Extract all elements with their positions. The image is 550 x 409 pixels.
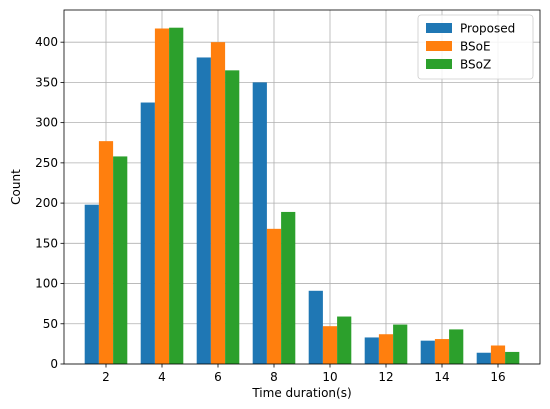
- bar-bsoz-16: [505, 351, 520, 364]
- bar-proposed-2: [84, 204, 99, 364]
- bars: [84, 27, 520, 365]
- plot-frame: [63, 9, 541, 365]
- bar-bsoe-8: [266, 228, 282, 364]
- y-tick-label: 300: [35, 116, 58, 130]
- bar-proposed-12: [364, 337, 379, 364]
- y-tick-label: 150: [35, 236, 58, 250]
- bar-bsoe-16: [490, 345, 506, 364]
- bar-proposed-4: [140, 102, 155, 364]
- legend-swatch-proposed: [426, 23, 452, 33]
- bar-proposed-14: [420, 340, 435, 364]
- bar-proposed-16: [476, 352, 491, 364]
- x-tick-label: 4: [158, 370, 166, 384]
- bar-bsoz-10: [337, 316, 352, 364]
- bar-bsoe-4: [154, 28, 170, 364]
- bar-bsoz-2: [113, 156, 128, 364]
- y-tick-label: 0: [50, 357, 58, 371]
- bar-bsoz-4: [169, 27, 184, 364]
- x-axis-label: Time duration(s): [251, 386, 351, 400]
- x-tick-label: 2: [102, 370, 110, 384]
- y-tick-label: 200: [35, 196, 58, 210]
- y-tick-label: 250: [35, 156, 58, 170]
- bar-bsoz-14: [449, 329, 464, 364]
- legend-label-bsoz: BSoZ: [460, 58, 491, 72]
- legend: Proposed BSoE BSoZ: [417, 14, 534, 80]
- y-tick-label: 100: [35, 277, 58, 291]
- legend-swatch-bsoz: [426, 59, 452, 69]
- x-tick-label: 14: [434, 370, 449, 384]
- bar-bsoz-8: [281, 211, 296, 364]
- x-axis-ticks: 2 4 6 8 10 12 14 16: [102, 364, 506, 384]
- x-tick-label: 8: [270, 370, 278, 384]
- bar-proposed-8: [252, 82, 267, 364]
- bar-bsoe-2: [98, 141, 114, 364]
- y-axis-label: Count: [9, 169, 23, 205]
- legend-label-bsoe: BSoE: [460, 40, 491, 54]
- bar-proposed-10: [308, 290, 323, 364]
- bar-proposed-6: [196, 57, 211, 365]
- bar-bsoz-12: [393, 324, 408, 364]
- y-tick-label: 350: [35, 75, 58, 89]
- legend-label-proposed: Proposed: [460, 22, 515, 36]
- y-tick-label: 50: [43, 317, 58, 331]
- bar-bsoe-14: [434, 339, 450, 364]
- x-tick-label: 6: [214, 370, 222, 384]
- y-tick-label: 400: [35, 35, 58, 49]
- x-tick-label: 10: [322, 370, 337, 384]
- bar-bsoe-10: [322, 326, 338, 364]
- legend-swatch-bsoe: [426, 41, 452, 51]
- y-axis-ticks: 0 50 100 150 200 250 300 350 400: [35, 35, 64, 371]
- x-tick-label: 16: [490, 370, 505, 384]
- x-tick-label: 12: [378, 370, 393, 384]
- bar-bsoe-6: [210, 42, 226, 364]
- bar-bsoe-12: [378, 334, 394, 364]
- bar-bsoz-6: [225, 70, 240, 364]
